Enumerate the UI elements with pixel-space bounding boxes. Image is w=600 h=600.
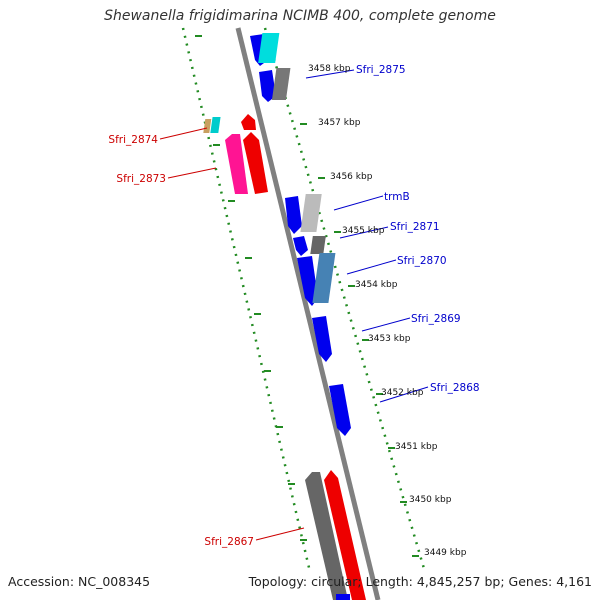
gene-label-sfri-2875[interactable]: Sfri_2875: [356, 64, 406, 76]
leader-sfri-2868: [379, 386, 429, 403]
accession-label: Accession: NC_008345: [8, 574, 151, 589]
map-title: Shewanella frigidimarina NCIMB 400, comp…: [104, 8, 496, 24]
gene-sfri-2871-arrow[interactable]: [293, 236, 308, 256]
gene-sfri-2874-tan[interactable]: [203, 119, 212, 133]
inner-scale-line: [181, 27, 312, 573]
gene-sfri-2867-gray[interactable]: [305, 472, 348, 600]
scale-label: 3453 kbp: [368, 334, 411, 344]
gene-trmb-gray[interactable]: [300, 194, 322, 232]
leader-sfri-2867: [255, 527, 305, 541]
leader-sfri-2874: [159, 127, 208, 140]
leader-sfri-2873: [167, 167, 217, 179]
gene-sfri-2870-steel[interactable]: [312, 253, 336, 303]
scale-label: 3450 kbp: [409, 495, 452, 505]
scale-label: 3455 kbp: [342, 226, 385, 236]
scale-label: 3456 kbp: [330, 172, 373, 182]
gene-sfri-2868-arrow[interactable]: [329, 384, 351, 436]
right-gene-labels: Sfri_2875 trmB Sfri_2871 Sfri_2870 Sfri_…: [356, 64, 480, 394]
gene-sfri-2871-gray[interactable]: [310, 236, 326, 254]
reverse-strand-genes: [203, 114, 366, 600]
outer-scale-line: [263, 27, 427, 573]
gene-label-sfri-2870[interactable]: Sfri_2870: [397, 255, 447, 267]
leader-sfri-2875: [305, 69, 355, 79]
gene-label-sfri-2873[interactable]: Sfri_2873: [116, 173, 166, 185]
gene-sfri-2869-arrow[interactable]: [312, 316, 332, 362]
scale-label: 3457 kbp: [318, 118, 361, 128]
genome-summary-label: Topology: circular; Length: 4,845,257 bp…: [248, 574, 592, 589]
gene-trmb-arrow[interactable]: [285, 196, 302, 234]
gene-sfri-2874-red-arrow[interactable]: [241, 114, 256, 130]
genome-backbone: [235, 27, 381, 600]
left-gene-labels: Sfri_2874 Sfri_2873 Sfri_2867: [108, 134, 254, 548]
gene-sfri-2867-red-arrow[interactable]: [324, 470, 366, 600]
gene-label-trmb[interactable]: trmB: [384, 191, 410, 203]
gene-sfri-2870-arrow[interactable]: [297, 256, 318, 306]
scale-label: 3449 kbp: [424, 548, 467, 558]
gene-label-sfri-2867[interactable]: Sfri_2867: [204, 536, 254, 548]
leader-sfri-2870: [346, 259, 397, 275]
left-leader-lines: [159, 127, 305, 541]
gene-sfri-2873-pink[interactable]: [225, 134, 248, 194]
gene-label-sfri-2874[interactable]: Sfri_2874: [108, 134, 158, 146]
leader-trmb: [333, 195, 384, 211]
scale-label: 3454 kbp: [355, 280, 398, 290]
gene-label-sfri-2869[interactable]: Sfri_2869: [411, 313, 461, 325]
gene-label-sfri-2871[interactable]: Sfri_2871: [390, 221, 440, 233]
gene-cyan-box[interactable]: [258, 33, 280, 63]
scale-label: 3452 kbp: [381, 388, 424, 398]
leader-sfri-2871: [339, 226, 389, 239]
forward-strand-genes: [250, 33, 351, 436]
leader-sfri-2869: [361, 317, 411, 332]
gene-sfri-2875-arrow[interactable]: [259, 70, 276, 102]
scale-label: 3458 kbp: [308, 64, 351, 74]
right-leader-lines: [305, 69, 429, 403]
gene-sfri-2873-red-arrow[interactable]: [243, 132, 268, 194]
gene-sfri-2875-gray[interactable]: [271, 68, 291, 100]
gene-label-sfri-2868[interactable]: Sfri_2868: [430, 382, 480, 394]
gene-bottom-blue[interactable]: [336, 594, 350, 600]
scale-labels: 3458 kbp 3457 kbp 3456 kbp 3455 kbp 3454…: [308, 64, 467, 558]
gene-sfri-2874-cyan[interactable]: [210, 117, 221, 133]
scale-label: 3451 kbp: [395, 442, 438, 452]
